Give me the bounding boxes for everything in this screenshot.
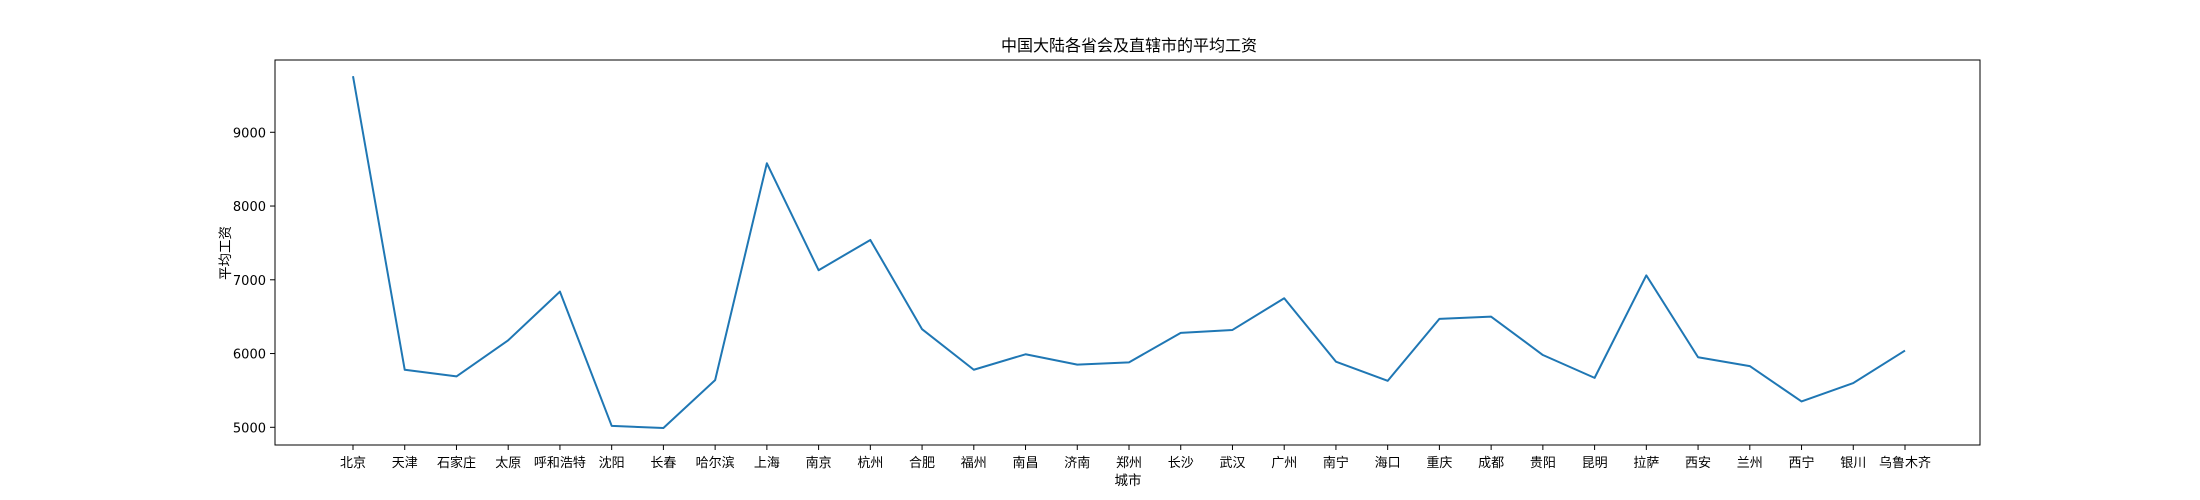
x-tick-label: 哈尔滨 — [696, 455, 735, 471]
x-tick-label: 北京 — [340, 456, 366, 471]
x-tick-label: 福州 — [961, 456, 987, 471]
x-tick-label: 银川 — [1840, 456, 1866, 471]
x-tick-label: 武汉 — [1219, 456, 1245, 471]
y-tick-label: 5000 — [233, 421, 266, 436]
y-tick-label: 8000 — [233, 200, 266, 215]
x-tick-label: 沈阳 — [599, 456, 625, 471]
x-tick-label: 兰州 — [1737, 456, 1763, 471]
x-tick-label: 南宁 — [1323, 455, 1349, 471]
x-tick-label: 太原 — [495, 456, 521, 471]
x-tick-label: 石家庄 — [437, 455, 476, 471]
plot-area-frame — [274, 59, 1981, 446]
x-tick-label: 贵阳 — [1530, 456, 1556, 471]
x-tick-label: 广州 — [1271, 456, 1297, 471]
y-tick-label: 9000 — [233, 126, 266, 141]
x-tick-label: 成都 — [1478, 456, 1504, 471]
x-tick-label: 昆明 — [1582, 456, 1608, 471]
y-axis-label: 平均工资 — [218, 226, 234, 280]
x-tick-label: 合肥 — [909, 456, 935, 471]
y-tick-label: 7000 — [233, 274, 266, 289]
x-tick-label: 南昌 — [1013, 455, 1039, 471]
y-axis: 5000 6000 7000 8000 9000 — [233, 126, 275, 436]
x-tick-label: 济南 — [1064, 455, 1090, 471]
x-tick-label: 长春 — [650, 456, 676, 471]
x-tick-label: 天津 — [392, 456, 418, 471]
x-tick-label: 南京 — [806, 455, 832, 471]
x-tick-label: 海口 — [1375, 456, 1401, 471]
x-tick-label: 拉萨 — [1633, 456, 1659, 471]
y-tick-label: 6000 — [233, 348, 266, 363]
x-tick-label: 乌鲁木齐 — [1879, 455, 1931, 471]
x-tick-label: 呼和浩特 — [534, 456, 586, 471]
average-salary-line — [352, 76, 1906, 430]
x-tick-label: 郑州 — [1116, 456, 1142, 471]
chart-title: 中国大陆各省会及直辖市的平均工资 — [1001, 36, 1257, 55]
x-tick-label: 重庆 — [1426, 455, 1452, 471]
x-axis: 北京 天津 石家庄 太原 呼和浩特 沈阳 长春 哈尔滨 上海 南京 杭州 合肥 福州 南昌 济南 郑州 长沙 武汉… — [340, 445, 1931, 471]
x-tick-label: 杭州 — [857, 456, 883, 471]
x-tick-label: 上海 — [754, 456, 780, 471]
x-tick-label: 西宁 — [1789, 455, 1815, 471]
x-axis-label: 城市 — [1115, 472, 1142, 489]
x-tick-label: 西安 — [1685, 456, 1711, 471]
x-tick-label: 长沙 — [1168, 456, 1194, 471]
